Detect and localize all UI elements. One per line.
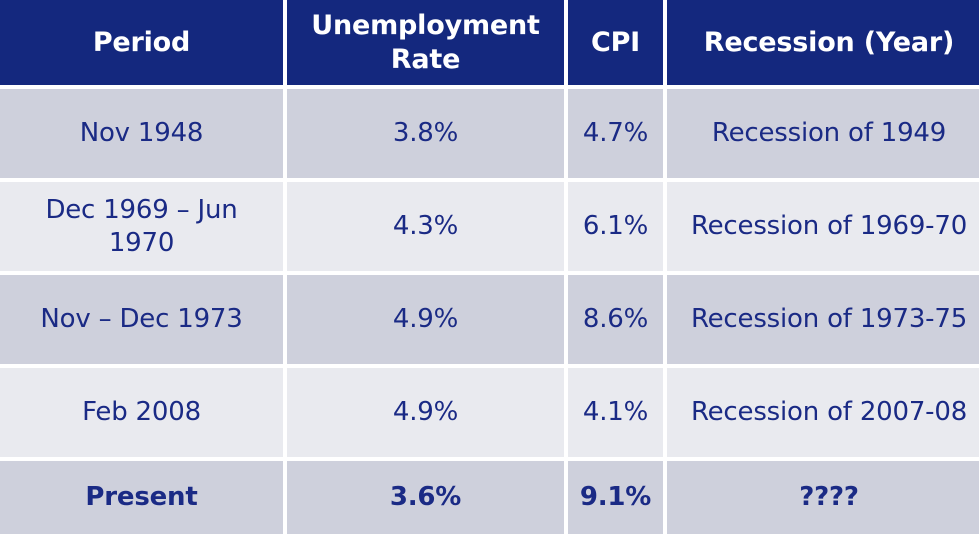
table-cell-recession-present: ???? bbox=[667, 461, 979, 534]
table-cell-unemployment: 4.9% bbox=[287, 275, 564, 364]
table-cell-recession: Recession of 1949 bbox=[667, 89, 979, 178]
table-cell-period-present: Present bbox=[0, 461, 283, 534]
table-cell-period: Feb 2008 bbox=[0, 368, 283, 457]
table-cell-period: Dec 1969 – Jun 1970 bbox=[0, 182, 283, 271]
table-cell-cpi: 4.7% bbox=[568, 89, 663, 178]
table-cell-period: Nov – Dec 1973 bbox=[0, 275, 283, 364]
table-cell-recession: Recession of 2007-08 bbox=[667, 368, 979, 457]
header-recession-year: Recession (Year) bbox=[667, 0, 979, 85]
table-cell-cpi: 4.1% bbox=[568, 368, 663, 457]
table-cell-cpi-present: 9.1% bbox=[568, 461, 663, 534]
table-cell-recession: Recession of 1973-75 bbox=[667, 275, 979, 364]
table-cell-unemployment: 4.9% bbox=[287, 368, 564, 457]
table-cell-unemployment: 4.3% bbox=[287, 182, 564, 271]
table-cell-cpi: 8.6% bbox=[568, 275, 663, 364]
table-cell-unemployment: 3.8% bbox=[287, 89, 564, 178]
header-unemployment-rate: Unemployment Rate bbox=[287, 0, 564, 85]
table-cell-unemployment-present: 3.6% bbox=[287, 461, 564, 534]
table-cell-recession: Recession of 1969-70 bbox=[667, 182, 979, 271]
table-cell-period: Nov 1948 bbox=[0, 89, 283, 178]
header-period: Period bbox=[0, 0, 283, 85]
header-cpi: CPI bbox=[568, 0, 663, 85]
table-cell-cpi: 6.1% bbox=[568, 182, 663, 271]
